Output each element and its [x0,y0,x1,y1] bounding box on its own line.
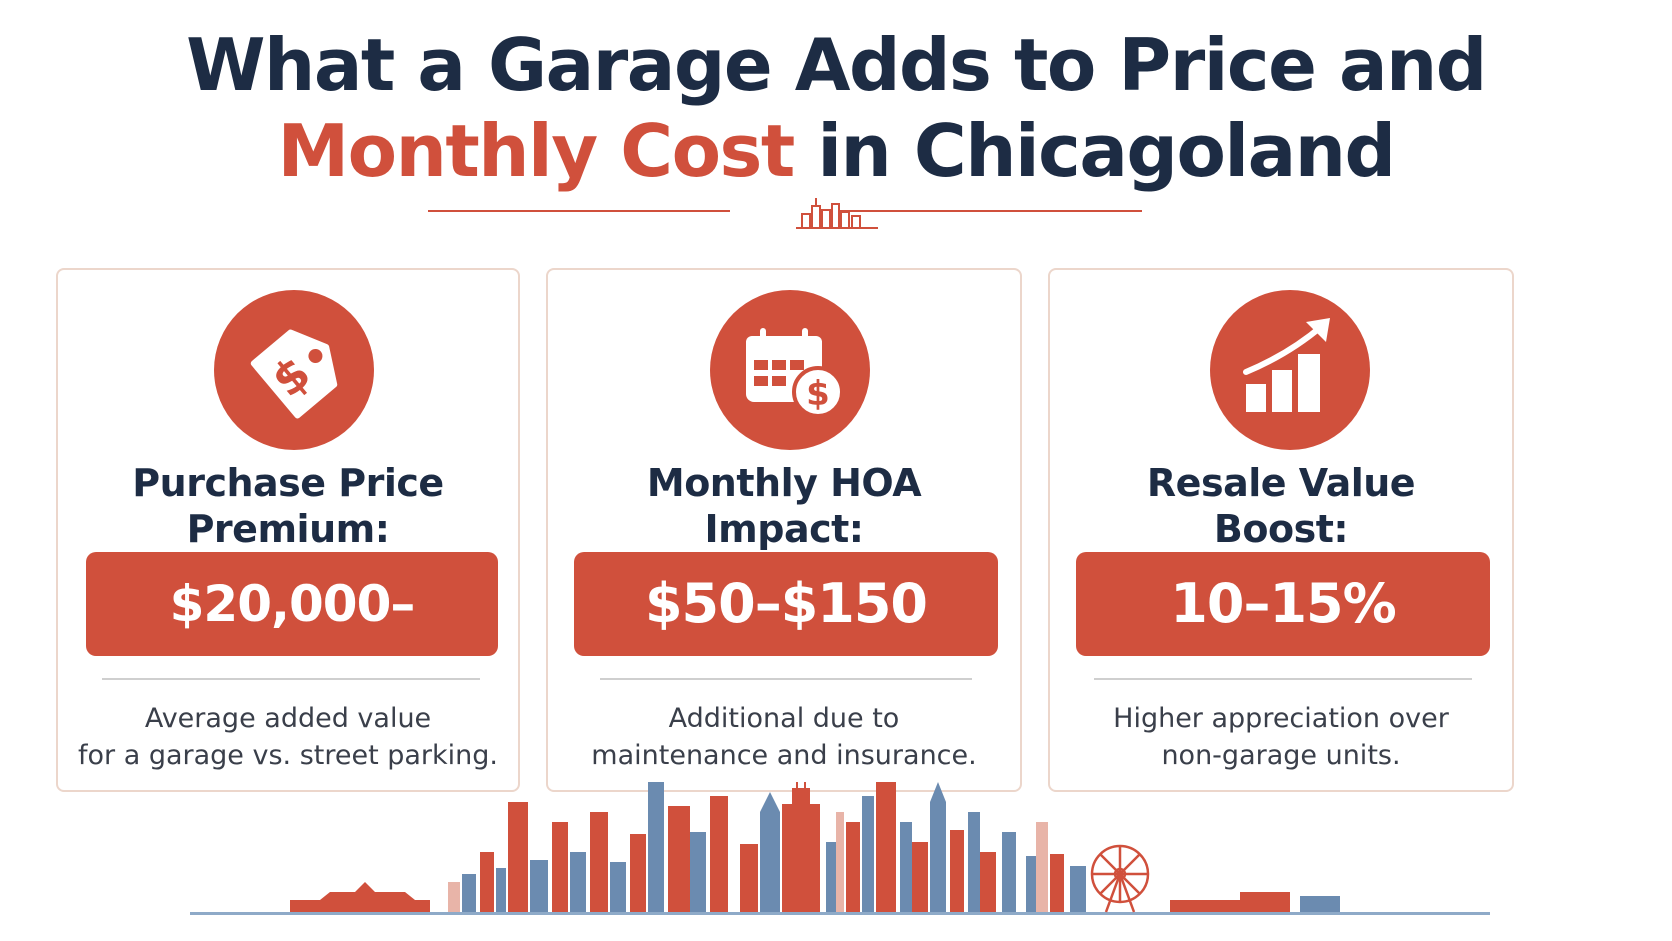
bar-chart-growth-icon [1210,290,1370,450]
card-description-line-2: for a garage vs. street parking. [77,740,499,771]
card-resale-value: Resale Value Boost: 10–15% Higher apprec… [1048,268,1514,792]
card-divider [600,678,972,680]
card-label-line-2: Impact: [704,507,864,551]
card-label: Monthly HOA Impact: [548,460,1020,552]
card-description-line-1: Average added value [144,703,432,734]
title-line-2: Monthly Cost in Chicagoland [0,108,1672,194]
card-description: Additional due to maintenance and insura… [548,700,1020,774]
card-label-line-1: Monthly HOA [646,461,922,505]
card-label: Purchase Price Premium: [58,460,518,552]
card-description-line-1: Additional due to [668,703,900,734]
value-badge: $20,000–$50,000 [86,552,498,737]
value-badge: $50–$150 [574,552,998,656]
card-label: Resale Value Boost: [1050,460,1512,552]
card-description-line-1: Higher appreciation over [1113,703,1449,734]
card-label-line-1: Purchase Price [132,461,444,505]
chicago-skyline-illustration [190,782,1490,915]
card-divider [1094,678,1472,680]
card-label-line-2: Boost: [1213,507,1349,551]
title-accent: Monthly Cost [277,109,796,193]
card-description: Average added value for a garage vs. str… [58,700,518,774]
card-divider [102,678,480,680]
card-purchase-price: $ Purchase Price Premium: $20,000–$50,00… [56,268,520,792]
calendar-dollar-icon: $ [710,290,870,450]
card-description-line-2: non-garage units. [1161,740,1401,771]
svg-text:$: $ [806,374,830,414]
page-title: What a Garage Adds to Price and Monthly … [0,22,1672,194]
card-monthly-hoa: $ Monthly HOA Impact: $50–$150 Additiona… [546,268,1022,792]
card-description: Higher appreciation over non-garage unit… [1050,700,1512,774]
skyline-divider-icon [796,198,878,229]
card-description-line-2: maintenance and insurance. [591,740,977,771]
card-label-line-2: Premium: [186,507,390,551]
title-line-2-rest: in Chicagoland [793,109,1396,193]
price-tag-dollar-icon: $ [214,290,374,450]
title-line-1: What a Garage Adds to Price and [186,23,1487,107]
value-badge: 10–15% [1076,552,1490,656]
card-label-line-1: Resale Value [1146,461,1416,505]
title-divider-right [838,210,1142,212]
title-divider-left [428,210,730,212]
